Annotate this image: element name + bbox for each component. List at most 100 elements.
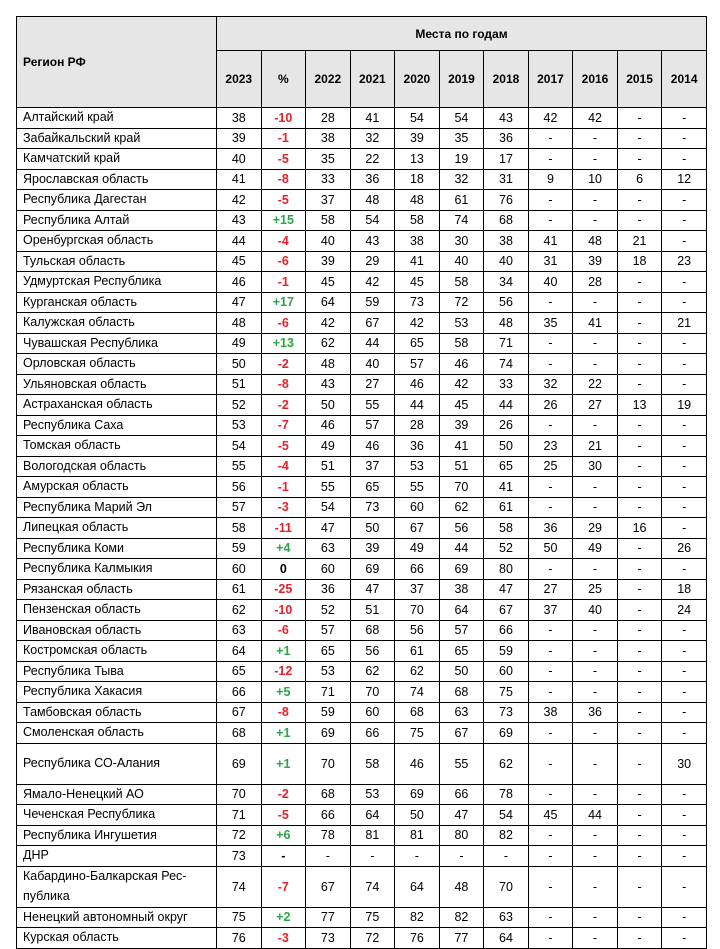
table-row: Алтайский край 38 -10 28 41 54 54 43 42 42- - [16, 107, 707, 129]
rank-cell: 73 [349, 496, 396, 518]
table-row: Республика Калмыкия 60 0 60 69 66 69 80- - - - [16, 558, 707, 580]
rank-cell: - [527, 476, 574, 498]
year-column-header: 2019 [438, 50, 485, 108]
rank-cell: 69 [216, 742, 262, 785]
rank-cell: 70 [216, 783, 262, 805]
rank-cell: 48 [349, 189, 396, 211]
rank-cell: 68 [349, 619, 396, 641]
table-row: Тульская область 45 -6 39 29 41 40 40 31 39 18 23 [16, 250, 707, 272]
rank-cell: - [616, 107, 663, 129]
rank-cell: 49 [305, 435, 351, 457]
table-row: Республика Ингушетия 72 +6 78 81 81 80 82- - - - [16, 824, 707, 846]
rank-cell: - [527, 332, 574, 354]
region-name-cell: Пензенская область [16, 599, 217, 621]
rank-cell: - [572, 291, 618, 313]
rank-cell: 46 [394, 742, 440, 785]
rank-cell: 18 [616, 250, 663, 272]
rank-cell: 34 [483, 271, 529, 293]
regions-ranking-table: Регион РФ Места по годам 2023% 2022 2021 20… [16, 16, 707, 949]
rank-cell: 33 [483, 373, 529, 395]
rank-cell: - [572, 865, 618, 908]
rank-cell: 69 [438, 558, 485, 580]
rank-cell: - [616, 927, 663, 949]
rank-cell: 65 [394, 332, 440, 354]
rank-cell: 61 [438, 189, 485, 211]
rank-cell: 37 [527, 599, 574, 621]
change-cell: -10 [260, 599, 307, 621]
rank-cell: - [661, 660, 707, 682]
rank-cell: - [616, 906, 663, 928]
rank-cell: 42 [305, 312, 351, 334]
rank-cell: - [616, 660, 663, 682]
rank-cell: 53 [305, 660, 351, 682]
rank-cell: 40 [483, 250, 529, 272]
year-column-header: % [260, 50, 307, 108]
region-name-cell: Астраханская область [16, 394, 217, 416]
table-row: Калужская область 48 -6 42 67 42 53 48 35 41-21 [16, 312, 707, 334]
rank-cell: 67 [483, 599, 529, 621]
rank-cell: - [572, 476, 618, 498]
rank-cell: - [572, 209, 618, 231]
rank-cell: 43 [483, 107, 529, 129]
rank-cell: - [616, 783, 663, 805]
rank-cell: 39 [572, 250, 618, 272]
change-cell: +4 [260, 537, 307, 559]
rank-cell: - [527, 496, 574, 518]
rank-cell: 66 [483, 619, 529, 641]
rank-cell: 48 [483, 312, 529, 334]
rank-cell: 40 [572, 599, 618, 621]
rank-cell: 66 [438, 783, 485, 805]
rank-cell: 76 [394, 927, 440, 949]
rank-cell: 28 [394, 414, 440, 436]
rank-cell: 42 [572, 107, 618, 129]
rank-cell: - [661, 373, 707, 395]
region-name-cell: Вологодская область [16, 455, 217, 477]
rank-cell: - [572, 496, 618, 518]
rank-cell: 54 [483, 804, 529, 826]
rank-cell: 59 [305, 701, 351, 723]
rank-cell: 68 [483, 209, 529, 231]
rank-cell: 71 [305, 681, 351, 703]
region-name-cell: Республика Калмыкия [16, 558, 217, 580]
rank-cell: 58 [483, 517, 529, 539]
rank-cell: - [616, 209, 663, 231]
region-name-cell: Тульская область [16, 250, 217, 272]
rank-cell: 62 [483, 742, 529, 785]
rank-cell: 44 [438, 537, 485, 559]
rank-cell: - [661, 435, 707, 457]
rank-cell: 60 [394, 496, 440, 518]
rank-cell: 18 [394, 168, 440, 190]
region-column-header: Регион РФ [16, 16, 217, 108]
rank-cell: 54 [216, 435, 262, 457]
rank-cell: 30 [572, 455, 618, 477]
rank-cell: 57 [216, 496, 262, 518]
change-cell: -8 [260, 701, 307, 723]
rank-cell: 48 [305, 353, 351, 375]
rank-cell: - [527, 640, 574, 662]
rank-cell: 53 [349, 783, 396, 805]
rank-cell: 60 [305, 558, 351, 580]
rank-cell: 59 [216, 537, 262, 559]
change-cell: -2 [260, 783, 307, 805]
rank-cell: - [661, 455, 707, 477]
table-row: Кабардино-Балкарская Рес-публика 74 -7 67 74… [16, 865, 707, 908]
rank-cell: 33 [305, 168, 351, 190]
rank-cell: 54 [349, 209, 396, 231]
rank-cell: - [616, 291, 663, 313]
table-row: Ярославская область 41 -8 33 36 18 32 31 9 10 6 12 [16, 168, 707, 190]
rank-cell: - [661, 722, 707, 744]
rank-cell: 71 [216, 804, 262, 826]
year-column-header: 2018 [483, 50, 529, 108]
rank-cell: 32 [349, 127, 396, 149]
rank-cell: 52 [216, 394, 262, 416]
rank-cell: 23 [527, 435, 574, 457]
rank-cell: - [572, 414, 618, 436]
rank-cell: - [661, 517, 707, 539]
rank-cell: 26 [527, 394, 574, 416]
rank-cell: - [572, 742, 618, 785]
table-row: Смоленская область 68 +1 69 66 75 67 69- - - - [16, 722, 707, 744]
table-row: Курганская область 47 +17 64 59 73 72 56- - - - [16, 291, 707, 313]
rank-cell: 21 [572, 435, 618, 457]
region-name-cell: Кабардино-Балкарская Рес-публика [16, 865, 217, 908]
rank-cell: 56 [216, 476, 262, 498]
